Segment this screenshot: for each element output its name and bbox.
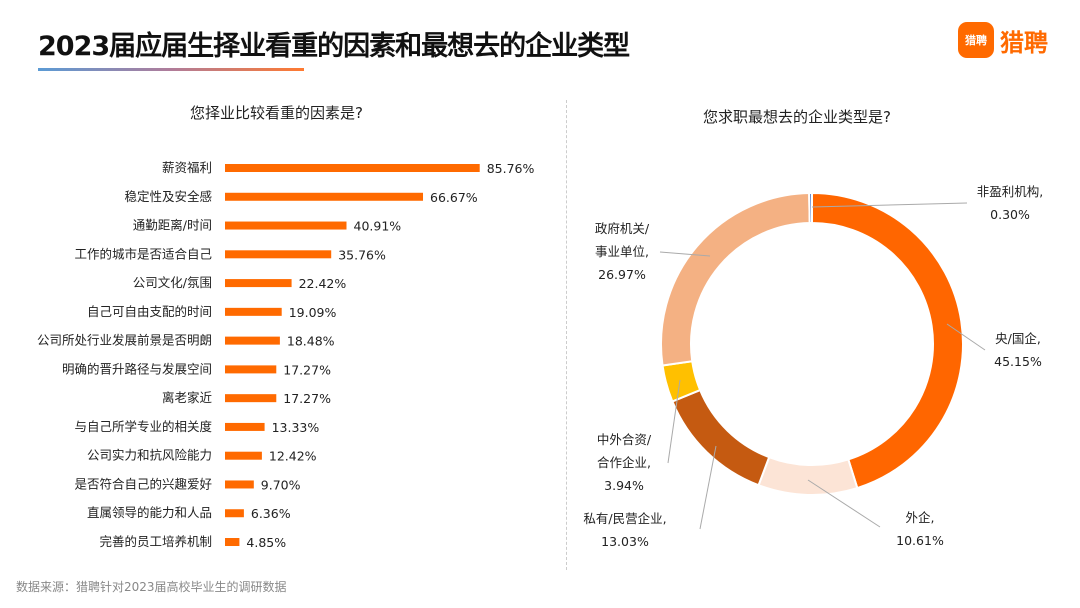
slice-value-label: 45.15% bbox=[994, 354, 1042, 369]
bar bbox=[225, 164, 480, 172]
leader-line bbox=[699, 445, 717, 530]
bar bbox=[225, 480, 254, 489]
slice-name-label: 非盈利机构, bbox=[977, 184, 1043, 199]
bar-category-label: 直属领导的能力和人品 bbox=[87, 505, 212, 520]
bar bbox=[225, 538, 240, 547]
bar-category-label: 公司实力和抗风险能力 bbox=[87, 448, 212, 463]
slice-value-label: 0.30% bbox=[990, 207, 1030, 222]
slice-name-label: 中外合资/ bbox=[597, 432, 652, 447]
bar-category-label: 薪资福利 bbox=[162, 160, 212, 175]
bar-category-label: 离老家近 bbox=[162, 390, 213, 405]
bar-category-label: 通勤距离/时间 bbox=[133, 218, 212, 233]
bar bbox=[225, 250, 332, 259]
bar-value-label: 6.36% bbox=[251, 506, 291, 521]
bar-category-label: 公司文化/氛围 bbox=[133, 275, 212, 290]
bar bbox=[225, 221, 347, 230]
bar-category-label: 公司所处行业发展前景是否明朗 bbox=[37, 333, 212, 348]
page-title: 2023届应届生择业看重的因素和最想去的企业类型 bbox=[38, 31, 630, 62]
bar bbox=[225, 336, 280, 345]
bar-value-label: 35.76% bbox=[338, 247, 386, 262]
donut-slice bbox=[660, 192, 811, 367]
bar-value-label: 22.42% bbox=[299, 276, 347, 291]
bar-category-label: 明确的晋升路径与发展空间 bbox=[62, 361, 212, 376]
slice-value-label: 10.61% bbox=[896, 533, 944, 548]
donut-slice bbox=[671, 388, 771, 487]
slice-value-label: 3.94% bbox=[604, 478, 644, 493]
donut-slice bbox=[811, 191, 964, 490]
divider bbox=[566, 100, 567, 570]
bar bbox=[225, 422, 265, 431]
bar-value-label: 9.70% bbox=[261, 477, 301, 492]
bar bbox=[225, 279, 292, 288]
bar-category-label: 是否符合自己的兴趣爱好 bbox=[74, 476, 212, 491]
donut-slice bbox=[757, 455, 859, 496]
logo: 猎聘 猎聘 bbox=[958, 22, 1048, 58]
logo-icon: 猎聘 bbox=[958, 22, 994, 58]
donut-chart-title: 您求职最想去的企业类型是? bbox=[703, 108, 891, 126]
bar bbox=[225, 509, 244, 518]
donut-slice bbox=[808, 191, 813, 225]
slice-name-label: 政府机关/ bbox=[595, 221, 650, 236]
bar-value-label: 17.27% bbox=[283, 391, 331, 406]
bar-value-label: 18.48% bbox=[287, 334, 335, 349]
bar-value-label: 66.67% bbox=[430, 190, 478, 205]
bar-category-label: 自己可自由支配的时间 bbox=[87, 304, 212, 319]
bar-value-label: 19.09% bbox=[289, 305, 337, 320]
bar bbox=[225, 307, 282, 316]
title-underline bbox=[38, 68, 304, 71]
slice-value-label: 13.03% bbox=[601, 534, 649, 549]
bar-value-label: 13.33% bbox=[272, 420, 320, 435]
bar-value-label: 4.85% bbox=[246, 535, 286, 550]
bar bbox=[225, 451, 262, 460]
bar-value-label: 12.42% bbox=[269, 449, 317, 464]
leader-line bbox=[946, 323, 986, 351]
bar-value-label: 17.27% bbox=[283, 362, 331, 377]
bar-category-label: 稳定性及安全感 bbox=[124, 189, 212, 204]
bar bbox=[225, 394, 277, 403]
bar-value-label: 85.76% bbox=[487, 161, 535, 176]
footer-source: 数据来源：猎聘针对2023届高校毕业生的调研数据 bbox=[16, 580, 287, 594]
bar-category-label: 工作的城市是否适合自己 bbox=[74, 246, 212, 261]
bar-category-label: 完善的员工培养机制 bbox=[99, 534, 212, 549]
slice-name-label: 央/国企, bbox=[995, 331, 1041, 346]
leader-line bbox=[811, 202, 968, 208]
slice-name-label: 合作企业, bbox=[597, 455, 651, 470]
slice-name-label: 私有/民营企业, bbox=[583, 511, 666, 526]
logo-text: 猎聘 bbox=[1000, 28, 1048, 57]
bar-category-label: 与自己所学专业的相关度 bbox=[74, 419, 212, 434]
slice-name-label: 外企, bbox=[906, 510, 935, 525]
bar bbox=[225, 192, 424, 201]
leader-line bbox=[659, 251, 711, 257]
bar-chart-title: 您择业比较看重的因素是? bbox=[190, 104, 363, 122]
leader-line bbox=[807, 479, 881, 528]
leader-line bbox=[667, 379, 681, 464]
slice-name-label: 事业单位, bbox=[595, 244, 649, 259]
bar bbox=[225, 365, 277, 374]
bar-value-label: 40.91% bbox=[354, 219, 402, 234]
slice-value-label: 26.97% bbox=[598, 267, 646, 282]
